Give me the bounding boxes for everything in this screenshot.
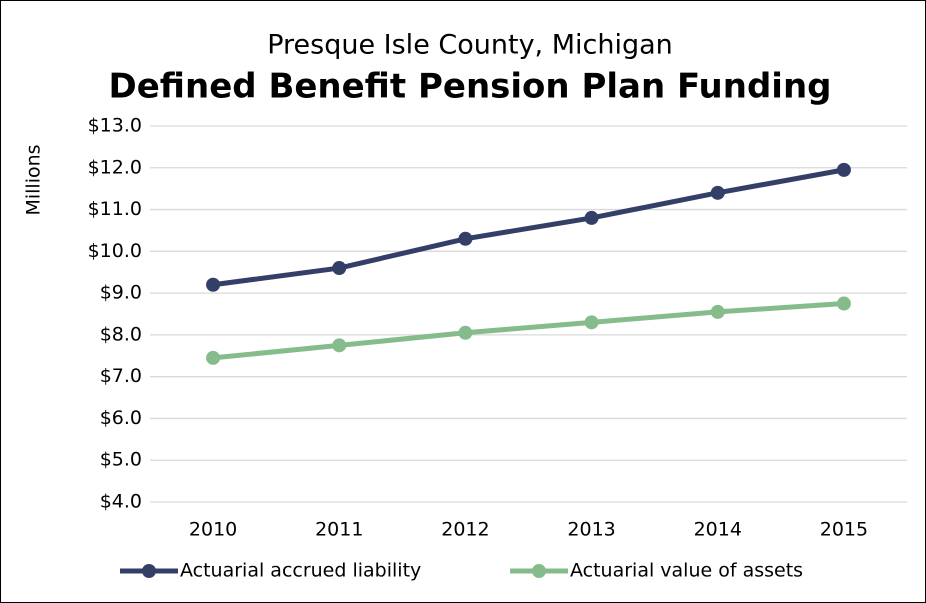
data-point (584, 210, 599, 225)
y-tick-label: $11.0 (88, 198, 142, 220)
y-axis-label: Millions (23, 144, 45, 215)
x-tick-label: 2010 (189, 519, 237, 541)
x-tick-label: 2013 (567, 519, 615, 541)
data-point (458, 231, 473, 246)
legend-label: Actuarial value of assets (570, 560, 803, 582)
data-point (584, 315, 599, 330)
y-tick-label: $5.0 (100, 449, 142, 471)
data-point (206, 277, 221, 292)
data-point (836, 296, 851, 311)
y-tick-label: $12.0 (88, 156, 142, 178)
legend-label: Actuarial accrued liability (180, 560, 421, 582)
data-point (836, 162, 851, 177)
y-tick-label: $6.0 (100, 407, 142, 429)
data-point (332, 338, 347, 353)
data-point (710, 185, 725, 200)
data-point (206, 350, 221, 365)
data-point (458, 325, 473, 340)
x-tick-label: 2014 (694, 519, 742, 541)
y-tick-label: $13.0 (88, 115, 142, 137)
y-tick-label: $8.0 (100, 323, 142, 345)
y-tick-label: $9.0 (100, 282, 142, 304)
y-tick-label: $10.0 (88, 240, 142, 262)
chart-title: Defined Benefit Pension Plan Funding (109, 67, 832, 107)
data-point (710, 304, 725, 319)
line-series (212, 301, 845, 361)
x-tick-label: 2011 (315, 519, 363, 541)
data-point (332, 261, 347, 276)
legend-marker (532, 564, 546, 578)
x-tick-label: 2015 (820, 519, 868, 541)
legend-marker (142, 564, 156, 578)
chart-subtitle: Presque Isle County, Michigan (267, 30, 673, 61)
y-tick-label: $4.0 (100, 491, 142, 513)
y-tick-label: $7.0 (100, 365, 142, 387)
x-tick-label: 2012 (441, 519, 489, 541)
line-series (212, 167, 845, 288)
